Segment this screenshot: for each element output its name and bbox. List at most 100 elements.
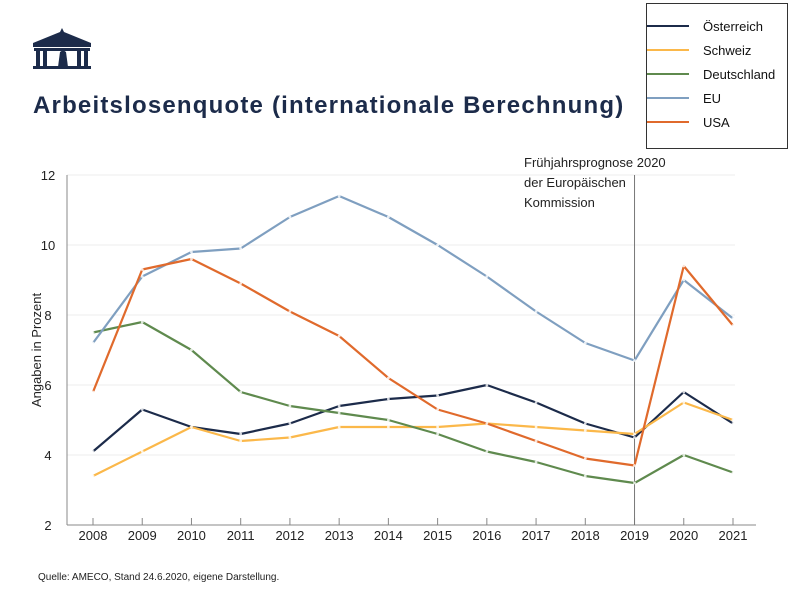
data-point [140,275,144,278]
series-line-EU [92,194,734,362]
data-point [485,383,489,387]
data-point [190,257,193,261]
legend-label: Österreich [703,18,763,34]
data-point [583,341,587,345]
data-point [190,425,193,429]
data-point [731,317,735,320]
data-point [534,425,538,429]
data-point [436,408,440,411]
data-point [140,450,144,453]
legend-label: USA [703,114,730,130]
x-tick-label: 2015 [423,528,452,543]
data-point [633,436,636,439]
data-point [239,432,243,436]
data-point [583,429,587,432]
data-point [534,439,538,443]
data-point [583,474,587,478]
data-point [682,453,686,457]
data-point [436,425,440,429]
annotation-text: Frühjahrsprognose 2020 [524,155,666,170]
data-point [239,439,243,443]
x-tick-label: 2021 [719,528,748,543]
data-point [731,418,735,422]
data-point [682,390,686,394]
legend-swatch [647,73,689,75]
data-point [682,264,686,268]
x-tick-label: 2008 [79,528,108,543]
y-tick-label: 4 [44,448,51,463]
data-point [386,425,390,429]
legend-item: Deutschland [647,64,775,84]
data-point [731,471,735,474]
legend-swatch [647,49,689,51]
data-point [91,341,95,345]
x-tick-label: 2014 [374,528,403,543]
data-point [239,247,243,250]
data-point [436,432,440,436]
data-point [140,408,144,411]
y-axis-label: Angaben in Prozent [29,293,44,408]
data-point [288,215,292,219]
data-point [337,404,341,408]
data-point [485,450,489,453]
x-tick-label: 2012 [275,528,304,543]
data-point [386,215,390,219]
x-tick-label: 2018 [571,528,600,543]
data-point [190,250,193,254]
legend-swatch [647,25,689,27]
x-tick-label: 2020 [669,528,698,543]
data-point [337,334,341,338]
data-point [583,457,587,460]
data-point [633,359,636,362]
data-point [386,376,390,380]
series-line-Österreich [92,383,734,453]
data-point [337,194,341,198]
data-point [190,348,193,352]
data-point [337,411,341,415]
data-point [288,436,292,439]
legend-label: EU [703,90,722,106]
source-note: Quelle: AMECO, Stand 24.6.2020, eigene D… [38,572,280,583]
y-tick-label: 8 [44,308,51,323]
data-point [731,324,735,327]
data-point [337,425,341,429]
data-point [91,474,95,478]
legend-label: Schweiz [703,42,752,58]
data-point [731,422,735,425]
data-point [288,404,292,408]
data-point [436,394,440,397]
data-point [91,331,95,334]
data-point [91,390,95,394]
legend-swatch [647,121,689,123]
data-point [633,464,636,467]
legend: Österreich Schweiz Deutschland EU USA [646,3,788,149]
data-point [682,278,686,282]
data-point [682,401,686,404]
data-point [436,243,440,247]
x-tick-label: 2013 [325,528,354,543]
y-tick-label: 10 [41,238,55,253]
data-point [140,268,144,271]
chart-title: Arbeitslosenquote (internationale Berech… [33,92,625,119]
annotation-text: Kommission [524,195,595,210]
series-line-Schweiz [92,401,734,477]
data-point [485,275,489,278]
data-point [239,282,243,285]
legend-item: EU [647,88,721,108]
series-line-Deutschland [92,320,734,485]
legend-label: Deutschland [703,66,776,82]
data-point [386,397,390,401]
data-point [386,418,390,422]
data-point [239,390,243,394]
x-tick-label: 2010 [177,528,206,543]
data-point [633,432,636,436]
legend-item: USA [647,112,730,132]
y-tick-label: 2 [44,518,51,533]
data-point [91,450,95,453]
legend-item: Schweiz [647,40,751,60]
x-tick-label: 2011 [227,528,255,543]
data-point [534,310,538,313]
legend-swatch [647,97,689,99]
